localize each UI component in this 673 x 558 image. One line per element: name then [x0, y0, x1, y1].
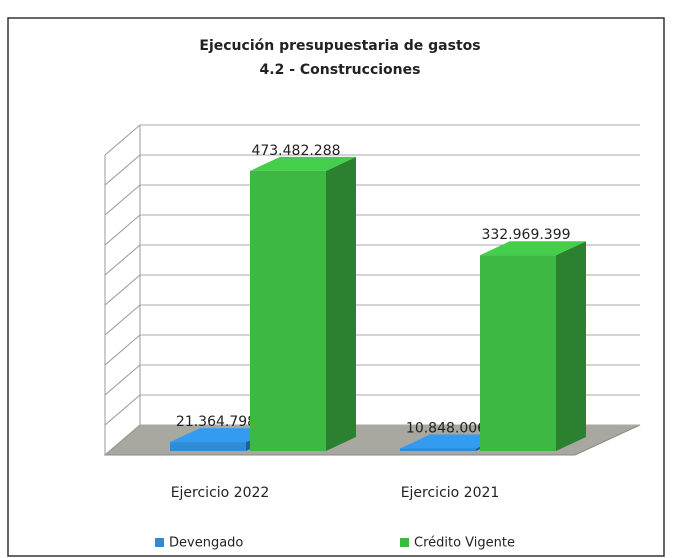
grid-line	[104, 394, 141, 426]
grid-line	[104, 124, 141, 156]
grid-line	[104, 424, 141, 456]
grid-line	[104, 184, 141, 216]
bar-top	[170, 428, 276, 443]
bar	[250, 170, 326, 451]
grid-line	[104, 244, 141, 276]
grid-line	[104, 304, 141, 336]
grid-line	[104, 334, 141, 366]
legend-swatch	[155, 538, 164, 547]
x-tick-label: Ejercicio 2021	[401, 485, 500, 501]
legend-swatch	[400, 538, 409, 547]
bar-side	[326, 156, 356, 451]
legend-label: Crédito Vigente	[414, 536, 515, 551]
value-label: 473.482.288	[251, 143, 340, 159]
grid-line	[104, 274, 141, 306]
value-label: 21.364.798	[176, 414, 256, 430]
chart-subtitle: 4.2 - Construcciones	[260, 62, 421, 78]
grid-line	[104, 214, 141, 246]
grid-line	[104, 154, 141, 186]
bar-side	[556, 241, 586, 451]
bar-top	[250, 156, 356, 171]
bar-top	[480, 241, 586, 256]
bar-top	[400, 434, 506, 449]
grid-line	[104, 364, 141, 396]
bar	[400, 448, 476, 451]
value-label: 10.848.006	[406, 420, 486, 436]
x-tick-label: Ejercicio 2022	[171, 485, 270, 501]
chart-title: Ejecución presupuestaria de gastos	[199, 38, 480, 54]
bar	[170, 442, 246, 451]
value-label: 332.969.399	[481, 227, 570, 243]
legend-label: Devengado	[169, 536, 243, 551]
bar	[480, 255, 556, 451]
